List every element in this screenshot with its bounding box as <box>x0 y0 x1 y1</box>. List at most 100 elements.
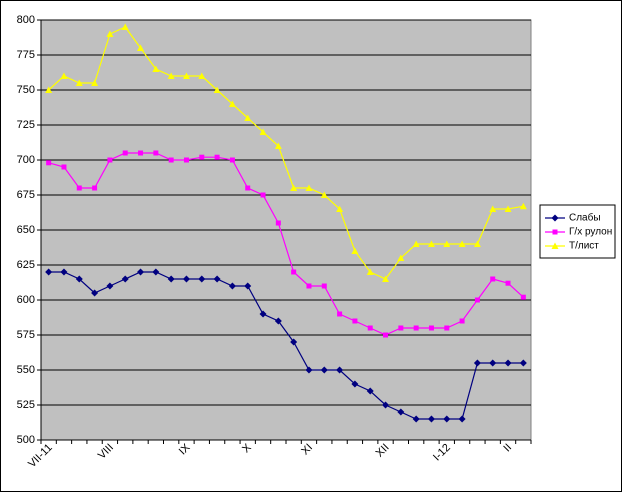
marker <box>198 275 206 283</box>
marker <box>60 268 68 276</box>
series-line <box>48 152 524 336</box>
marker <box>413 325 419 331</box>
marker <box>91 289 99 297</box>
marker <box>92 185 98 191</box>
marker <box>274 317 282 325</box>
marker <box>61 164 67 170</box>
marker <box>489 359 497 367</box>
marker <box>504 205 512 212</box>
marker <box>76 185 82 191</box>
marker <box>244 114 252 121</box>
y-tick-label: 625 <box>17 259 35 271</box>
marker <box>336 366 344 374</box>
y-tick-label: 500 <box>17 434 35 446</box>
marker <box>183 157 189 163</box>
marker <box>121 23 129 30</box>
marker <box>228 282 236 290</box>
marker <box>91 79 99 86</box>
marker <box>458 240 466 247</box>
marker <box>351 380 359 388</box>
marker <box>198 72 206 79</box>
marker <box>229 157 235 163</box>
marker <box>137 44 145 51</box>
y-tick-label: 700 <box>17 154 35 166</box>
marker <box>520 294 526 300</box>
y-tick-label: 550 <box>17 364 35 376</box>
marker <box>259 310 267 318</box>
marker <box>458 415 466 423</box>
legend: Слабы Г/х рулон Т/лист <box>539 204 616 259</box>
marker <box>106 30 114 37</box>
y-tick-label: 600 <box>17 294 35 306</box>
marker <box>474 297 480 303</box>
marker <box>397 408 405 416</box>
marker <box>504 359 512 367</box>
marker <box>383 332 389 338</box>
marker <box>245 185 251 191</box>
legend-label: Слабы <box>569 212 601 224</box>
marker <box>45 86 53 93</box>
marker <box>153 150 159 156</box>
marker <box>398 325 404 331</box>
marker <box>60 72 68 79</box>
marker <box>412 415 420 423</box>
marker <box>107 157 113 163</box>
marker <box>75 275 83 283</box>
marker <box>305 184 313 191</box>
y-tick-label: 750 <box>17 84 35 96</box>
marker <box>320 191 328 198</box>
legend-label: Г/х рулон <box>569 227 612 238</box>
marker <box>352 318 358 324</box>
marker <box>351 247 359 254</box>
marker <box>291 269 297 275</box>
marker <box>228 100 236 107</box>
marker <box>199 154 205 160</box>
marker <box>167 72 175 79</box>
y-tick-label: 800 <box>17 14 35 26</box>
marker <box>75 79 83 86</box>
marker <box>45 268 53 276</box>
marker <box>290 184 298 191</box>
marker <box>428 325 434 331</box>
marker <box>244 282 252 290</box>
marker <box>473 359 481 367</box>
marker <box>367 325 373 331</box>
marker <box>427 240 435 247</box>
marker <box>214 154 220 160</box>
y-tick-label: 575 <box>17 329 35 341</box>
marker <box>321 283 327 289</box>
marker <box>443 240 451 247</box>
marker <box>366 387 374 395</box>
y-tick-label: 525 <box>17 399 35 411</box>
marker <box>489 205 497 212</box>
marker <box>182 72 190 79</box>
marker <box>213 86 221 93</box>
legend-marker <box>551 214 559 222</box>
legend-label: Т/лист <box>569 241 599 252</box>
marker <box>306 283 312 289</box>
marker <box>182 275 190 283</box>
marker <box>459 318 465 324</box>
marker <box>305 366 313 374</box>
y-tick-label: 725 <box>17 119 35 131</box>
marker <box>366 268 374 275</box>
marker <box>290 338 298 346</box>
marker <box>46 160 52 166</box>
marker <box>490 276 496 282</box>
marker <box>152 268 160 276</box>
marker <box>382 275 390 282</box>
marker <box>320 366 328 374</box>
marker <box>138 150 144 156</box>
marker <box>444 325 450 331</box>
marker <box>275 220 281 226</box>
marker <box>168 157 174 163</box>
marker <box>505 280 511 286</box>
marker <box>152 65 160 72</box>
series-line <box>48 26 524 280</box>
y-tick-label: 650 <box>17 224 35 236</box>
marker <box>519 202 527 210</box>
marker <box>473 240 481 247</box>
marker <box>412 240 420 247</box>
marker <box>259 128 267 135</box>
